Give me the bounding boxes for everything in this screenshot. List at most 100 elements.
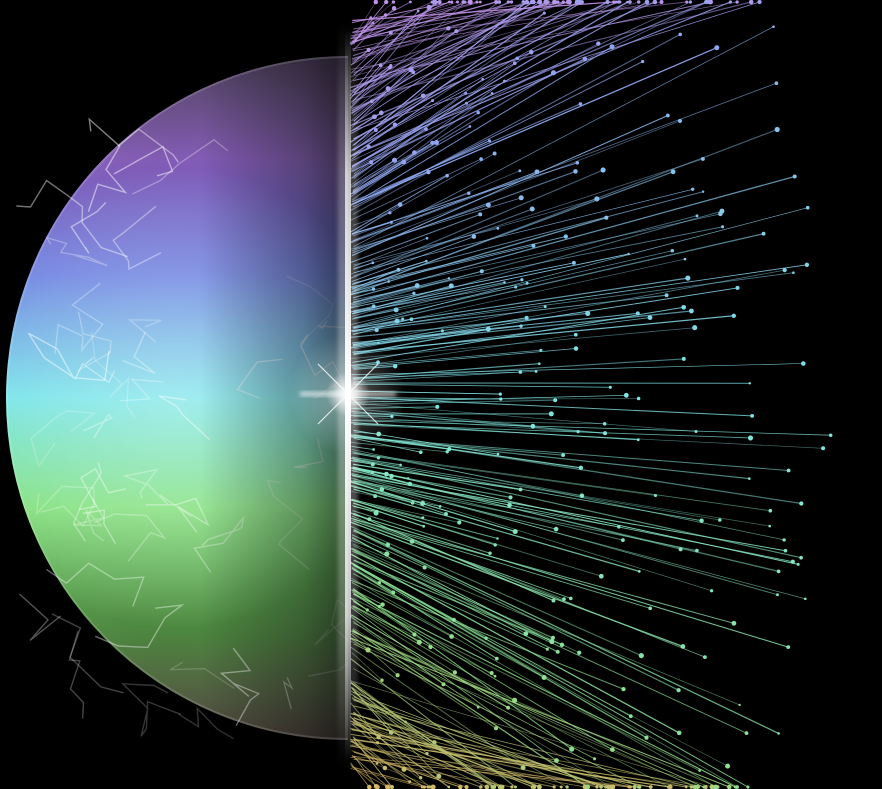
particle-trail bbox=[353, 767, 388, 788]
particle-dot bbox=[396, 267, 401, 272]
particle-dot bbox=[803, 597, 807, 601]
particle-dot bbox=[735, 785, 739, 789]
particle-trail bbox=[351, 1, 528, 92]
particle-dot bbox=[464, 784, 469, 789]
particle-trail bbox=[350, 213, 481, 263]
particle-trail bbox=[351, 582, 452, 637]
particle-dot bbox=[551, 598, 556, 603]
particle-dot bbox=[821, 446, 826, 451]
crack-line bbox=[113, 145, 174, 177]
particle-trail bbox=[351, 1, 532, 60]
particle-trail bbox=[350, 562, 455, 621]
particle-dot bbox=[399, 463, 402, 467]
particle-trail bbox=[353, 69, 412, 122]
crack-line bbox=[68, 630, 85, 719]
particle-trail bbox=[351, 687, 392, 733]
particle-dot bbox=[484, 784, 490, 789]
particle-trail bbox=[351, 632, 497, 729]
particle-trail bbox=[350, 6, 430, 83]
particle-dot bbox=[805, 205, 810, 210]
particle-trail bbox=[351, 92, 493, 201]
particle-trail bbox=[351, 697, 501, 788]
particle-trail bbox=[353, 191, 704, 284]
particle-dot bbox=[606, 785, 609, 789]
particle-trail bbox=[350, 82, 777, 244]
particle-dot bbox=[425, 259, 428, 263]
particle-dot bbox=[659, 0, 664, 4]
particle-dot bbox=[664, 293, 669, 298]
particle-trail bbox=[353, 466, 409, 479]
particle-dot bbox=[702, 785, 706, 789]
particle-dot bbox=[628, 785, 632, 789]
particle-dot bbox=[378, 110, 384, 116]
crack-line bbox=[120, 378, 164, 402]
particle-dot bbox=[772, 25, 775, 28]
particle-dot bbox=[490, 785, 495, 789]
particle-trail bbox=[351, 469, 779, 573]
particle-trail bbox=[351, 269, 399, 290]
particle-dot bbox=[562, 597, 566, 601]
particle-trail bbox=[350, 62, 515, 152]
particle-dot bbox=[563, 234, 568, 239]
particle-dot bbox=[445, 173, 449, 178]
particle-trail bbox=[350, 46, 613, 206]
particle-dot bbox=[372, 448, 375, 451]
particle-dot bbox=[683, 257, 687, 261]
particle-dot bbox=[768, 524, 772, 528]
particle-dot bbox=[447, 0, 451, 4]
particle-dot bbox=[367, 517, 372, 522]
crack-line bbox=[87, 117, 128, 212]
particle-dot bbox=[553, 526, 559, 532]
particle-dot bbox=[382, 765, 388, 771]
particle-trail bbox=[350, 605, 492, 674]
particle-trail bbox=[350, 525, 642, 657]
particle-trail bbox=[350, 658, 516, 788]
particle-dot bbox=[582, 56, 588, 61]
crack-line bbox=[117, 128, 179, 163]
particle-dot bbox=[479, 157, 483, 161]
particle-dot bbox=[432, 0, 438, 5]
particle-dot bbox=[539, 348, 543, 352]
particle-trail bbox=[352, 317, 527, 345]
particle-trail bbox=[350, 452, 656, 496]
particle-dot bbox=[801, 361, 806, 366]
particle-dot bbox=[782, 538, 786, 542]
particle-dot bbox=[550, 635, 556, 641]
particle-trail bbox=[353, 26, 774, 247]
particle-trail bbox=[351, 402, 697, 432]
crack-line bbox=[78, 467, 127, 511]
particle-dot bbox=[653, 493, 658, 498]
particle-dot bbox=[705, 0, 710, 4]
particle-dot bbox=[792, 174, 797, 179]
particle-dot bbox=[728, 0, 733, 4]
particle-dot bbox=[665, 113, 670, 118]
particle-trail bbox=[353, 1, 656, 126]
particle-dot bbox=[648, 606, 653, 611]
particle-dot bbox=[738, 703, 741, 707]
particle-dot bbox=[385, 784, 390, 789]
particle-dot bbox=[467, 0, 473, 5]
particle-trail bbox=[351, 115, 669, 256]
particle-dot bbox=[437, 0, 442, 5]
particle-dot bbox=[508, 495, 513, 500]
particle-trail bbox=[353, 282, 528, 313]
particle-dot bbox=[677, 118, 683, 123]
particle-trail bbox=[350, 1, 731, 157]
crack-line bbox=[122, 331, 156, 374]
particle-dot bbox=[574, 0, 580, 5]
particle-dot bbox=[493, 674, 497, 678]
particle-dot bbox=[503, 79, 506, 83]
particle-dot bbox=[518, 487, 523, 492]
particle-trail bbox=[351, 103, 581, 203]
lens-flare bbox=[288, 334, 408, 454]
particle-dot bbox=[735, 0, 739, 4]
particle-dot bbox=[701, 190, 705, 193]
particle-trail bbox=[352, 306, 684, 363]
particle-dot bbox=[496, 452, 500, 456]
particle-trail bbox=[350, 175, 448, 233]
particle-dot bbox=[384, 0, 389, 5]
particle-dot bbox=[436, 773, 442, 779]
crack-line bbox=[16, 179, 129, 258]
particle-dot bbox=[545, 647, 549, 651]
particle-trail bbox=[350, 499, 602, 577]
